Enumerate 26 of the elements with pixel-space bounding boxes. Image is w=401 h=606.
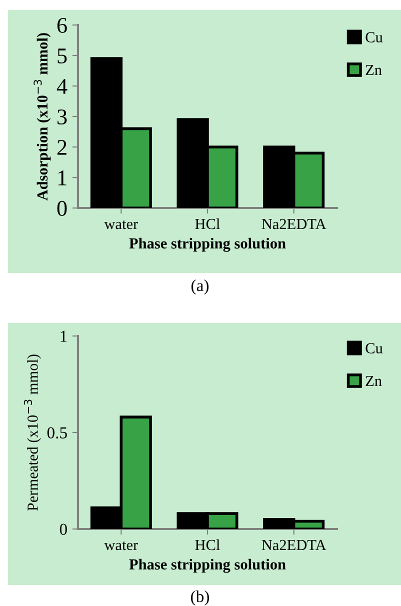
x-tick-label: water — [104, 541, 138, 550]
y-tick-label: 1 — [60, 330, 67, 342]
x-tick-label: Na2EDTA — [262, 540, 326, 550]
y-tick-label: 0 — [57, 200, 67, 216]
y-axis-title: Permeated (x10$^{−3}$ mmol) — [24, 354, 41, 511]
y-tick-label: 0 — [60, 524, 67, 535]
x-axis-title: Phase stripping solution — [129, 238, 286, 252]
y-tick-label: 4 — [56, 79, 68, 94]
text: (a) — [191, 279, 209, 295]
y-tick-label: 0.5 — [47, 427, 67, 439]
y-tick-label: 5 — [58, 48, 67, 64]
x-tick-label: Na2EDTA — [262, 218, 326, 230]
y-tick-label: 1 — [58, 170, 66, 186]
legend-label: Zn — [366, 376, 382, 386]
y-tick-label: 3 — [58, 109, 67, 124]
y-tick-label: 6 — [57, 18, 67, 33]
x-tick-label: water — [104, 220, 138, 230]
legend-label: Zn — [366, 65, 382, 76]
text: (b) — [191, 590, 209, 606]
legend-label: Cu — [366, 32, 383, 42]
y-axis-title: Adsorption (x10$^{−3}$ mmol) — [34, 33, 51, 201]
x-tick-label: HCl — [195, 218, 220, 230]
x-tick-label: HCl — [195, 539, 220, 550]
legend-label: Cu — [366, 343, 383, 354]
y-tick-label: 2 — [57, 140, 66, 155]
x-axis-title: Phase stripping solution — [129, 558, 286, 573]
